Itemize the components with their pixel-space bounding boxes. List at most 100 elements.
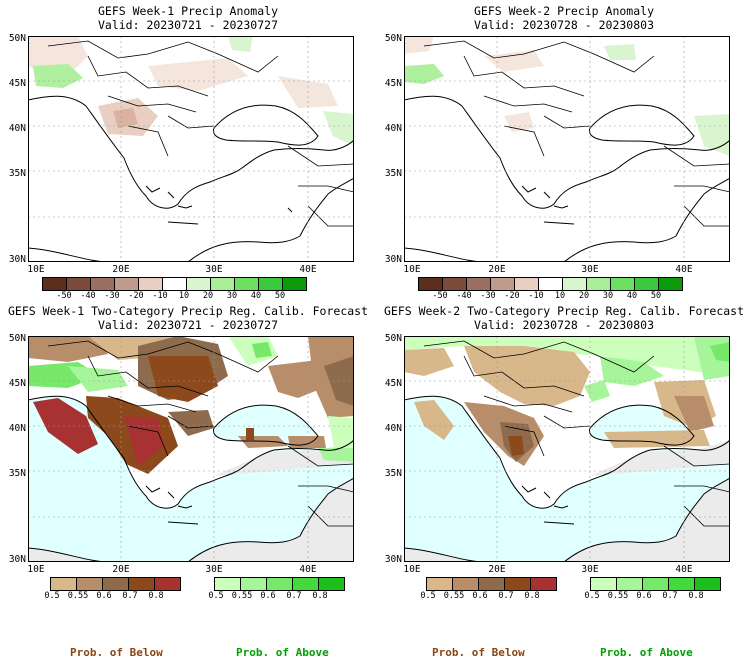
colorbar-label: 0.8 (524, 591, 540, 601)
colorbar-swatch (531, 578, 556, 590)
colorbar-label: 0.7 (662, 591, 678, 601)
colorbar-label: -30 (480, 291, 496, 301)
colorbar-label: 0.5 (420, 591, 436, 601)
lat-label: 30N (8, 254, 26, 265)
colorbar-swatch (267, 578, 293, 590)
colorbar-swatch (617, 578, 643, 590)
colorbar-swatch (211, 278, 235, 290)
colorbar-swatch (319, 578, 344, 590)
lon-label: 30E (205, 564, 223, 575)
colorbar-label: 0.8 (312, 591, 328, 601)
country-borders (47, 40, 354, 227)
colorbar-swatch (241, 578, 267, 590)
colorbar-swatch (591, 578, 617, 590)
colorbar-label: -50 (56, 291, 72, 301)
colorbar-swatch (215, 578, 241, 590)
map-week2-probability (404, 336, 730, 562)
colorbar-swatch (539, 278, 563, 290)
colorbar-label: 40 (250, 291, 262, 301)
colorbar-label: 10 (554, 291, 566, 301)
panel-valid-dates: Valid: 20230728 - 20230803 (473, 18, 654, 32)
colorbar-swatch (91, 278, 115, 290)
lat-label: 40N (8, 123, 26, 134)
colorbar-swatch (453, 578, 479, 590)
panel-week2-probability: GEFS Week-2 Two-Category Precip Reg. Cal… (376, 300, 752, 601)
colorbar-swatch (505, 578, 531, 590)
lon-label: 20E (488, 264, 506, 275)
colorbar-swatch (163, 278, 187, 290)
colorbar-swatch (43, 278, 67, 290)
colorbar-label: 30 (226, 291, 238, 301)
lat-label: 35N (384, 168, 402, 179)
colorbar-swatch (587, 278, 611, 290)
colorbar-label: -40 (80, 291, 96, 301)
lon-label: 40E (675, 264, 693, 275)
lon-label: 30E (581, 564, 599, 575)
lon-label: 20E (112, 264, 130, 275)
colorbar-swatch (515, 278, 539, 290)
footer-above-label: Prob. of Above (600, 646, 693, 659)
colorbar-swatch (659, 278, 682, 290)
lon-label: 10E (27, 564, 45, 575)
lat-label: 35N (8, 168, 26, 179)
colorbar-swatch (443, 278, 467, 290)
colorbar-swatch (491, 278, 515, 290)
lat-label: 45N (8, 78, 26, 89)
colorbar-label: 0.6 (636, 591, 652, 601)
lat-label: 30N (384, 554, 402, 565)
above-colorbar (590, 577, 721, 591)
colorbar-label: 0.5 (208, 591, 224, 601)
colorbar-label: -20 (504, 291, 520, 301)
lat-label: 45N (384, 378, 402, 389)
colorbar-label: 0.7 (498, 591, 514, 601)
colorbar-label: 50 (274, 291, 286, 301)
lon-label: 40E (299, 564, 317, 575)
below-colorbar (426, 577, 557, 591)
colorbar-swatch (695, 578, 720, 590)
lat-label: 30N (8, 554, 26, 565)
colorbar-swatch (259, 278, 283, 290)
lon-label: 30E (581, 264, 599, 275)
lat-label: 50N (8, 33, 26, 44)
colorbar-swatch (155, 578, 180, 590)
colorbar-label: 10 (178, 291, 190, 301)
colorbar-label: 0.55 (67, 591, 89, 601)
colorbar-label: 0.8 (688, 591, 704, 601)
lat-label: 40N (8, 423, 26, 434)
colorbar-label: -20 (128, 291, 144, 301)
panel-week1-anomaly: GEFS Week-1 Precip Anomaly Valid: 202307… (0, 0, 376, 301)
colorbar-swatch (77, 578, 103, 590)
colorbar-swatch (103, 578, 129, 590)
map-week1-probability (28, 336, 354, 562)
lon-label: 20E (488, 564, 506, 575)
panel-week1-probability: GEFS Week-1 Two-Category Precip Reg. Cal… (0, 300, 376, 601)
colorbar-label: 0.7 (122, 591, 138, 601)
footer-below-label: Prob. of Below (432, 646, 525, 659)
colorbar-label: 40 (626, 291, 638, 301)
colorbar-swatch (187, 278, 211, 290)
panel-title: GEFS Week-2 Two-Category Precip Reg. Cal… (383, 304, 745, 318)
colorbar-label: 30 (602, 291, 614, 301)
lon-label: 20E (112, 564, 130, 575)
lat-label: 40N (384, 423, 402, 434)
lat-label: 45N (8, 378, 26, 389)
map-week2-anomaly (404, 36, 730, 262)
colorbar-label: -40 (456, 291, 472, 301)
map-week1-anomaly (28, 36, 354, 262)
lon-label: 10E (403, 564, 421, 575)
colorbar-swatch (611, 278, 635, 290)
lat-label: 35N (8, 468, 26, 479)
panel-week2-anomaly: GEFS Week-2 Precip Anomaly Valid: 202307… (376, 0, 752, 301)
colorbar-swatch (129, 578, 155, 590)
lat-label: 50N (384, 333, 402, 344)
lat-label: 35N (384, 468, 402, 479)
colorbar-label: 0.8 (148, 591, 164, 601)
lon-label: 10E (403, 264, 421, 275)
lon-label: 40E (299, 264, 317, 275)
colorbar-label: -10 (528, 291, 544, 301)
colorbar-label: 20 (578, 291, 590, 301)
colorbar-swatch (635, 278, 659, 290)
lon-label: 10E (27, 264, 45, 275)
colorbar-swatch (467, 278, 491, 290)
colorbar-swatch (419, 278, 443, 290)
